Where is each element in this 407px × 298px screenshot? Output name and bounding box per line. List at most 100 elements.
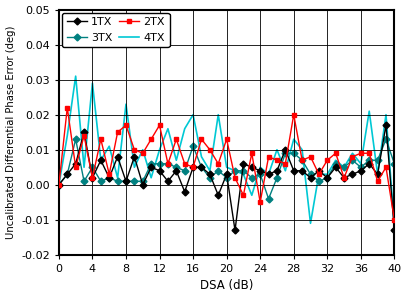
3TX	[325, 176, 330, 180]
1TX	[132, 155, 137, 159]
4TX	[90, 81, 95, 85]
3TX	[216, 169, 221, 173]
2TX	[124, 123, 129, 127]
1TX	[291, 169, 296, 173]
3TX	[107, 176, 112, 180]
2TX	[157, 123, 162, 127]
2TX	[350, 155, 355, 159]
3TX	[232, 169, 237, 173]
3TX	[124, 179, 129, 183]
2TX	[274, 159, 279, 162]
1TX	[82, 131, 87, 134]
4TX	[350, 151, 355, 155]
4TX	[216, 113, 221, 117]
2TX	[266, 155, 271, 159]
4TX	[266, 173, 271, 176]
3TX	[274, 176, 279, 180]
4TX	[82, 165, 87, 169]
1TX	[90, 176, 95, 180]
1TX	[249, 165, 254, 169]
1TX	[325, 176, 330, 180]
3TX	[283, 151, 288, 155]
3TX	[65, 173, 70, 176]
3TX	[115, 179, 120, 183]
1TX	[317, 169, 322, 173]
4TX	[274, 148, 279, 151]
4TX	[115, 176, 120, 180]
Legend: 1TX, 3TX, 2TX, 4TX: 1TX, 3TX, 2TX, 4TX	[62, 13, 170, 47]
2TX	[57, 183, 61, 187]
4TX	[124, 103, 129, 106]
2TX	[73, 165, 78, 169]
2TX	[224, 137, 229, 141]
2TX	[115, 131, 120, 134]
1TX	[274, 169, 279, 173]
X-axis label: DSA (dB): DSA (dB)	[200, 280, 253, 292]
3TX	[367, 159, 372, 162]
Line: 3TX: 3TX	[57, 137, 397, 201]
3TX	[82, 179, 87, 183]
4TX	[208, 169, 212, 173]
2TX	[325, 159, 330, 162]
1TX	[392, 229, 397, 232]
2TX	[383, 165, 388, 169]
3TX	[266, 197, 271, 201]
2TX	[258, 201, 263, 204]
4TX	[232, 169, 237, 173]
1TX	[232, 229, 237, 232]
1TX	[375, 173, 380, 176]
3TX	[149, 162, 153, 165]
3TX	[98, 179, 103, 183]
1TX	[258, 169, 263, 173]
2TX	[174, 137, 179, 141]
3TX	[341, 165, 346, 169]
2TX	[341, 176, 346, 180]
4TX	[73, 74, 78, 78]
4TX	[359, 162, 363, 165]
4TX	[249, 193, 254, 197]
1TX	[140, 183, 145, 187]
4TX	[341, 165, 346, 169]
4TX	[157, 148, 162, 151]
3TX	[208, 176, 212, 180]
1TX	[341, 176, 346, 180]
4TX	[383, 113, 388, 117]
3TX	[224, 176, 229, 180]
1TX	[333, 165, 338, 169]
4TX	[57, 183, 61, 187]
4TX	[325, 173, 330, 176]
2TX	[166, 162, 171, 165]
3TX	[132, 179, 137, 183]
2TX	[375, 179, 380, 183]
2TX	[241, 193, 246, 197]
1TX	[224, 173, 229, 176]
2TX	[300, 159, 304, 162]
Line: 4TX: 4TX	[59, 76, 394, 227]
1TX	[107, 176, 112, 180]
1TX	[283, 148, 288, 151]
2TX	[182, 162, 187, 165]
2TX	[98, 137, 103, 141]
1TX	[359, 169, 363, 173]
1TX	[73, 162, 78, 165]
2TX	[232, 176, 237, 180]
2TX	[291, 113, 296, 117]
4TX	[182, 127, 187, 131]
4TX	[224, 165, 229, 169]
2TX	[308, 155, 313, 159]
4TX	[367, 109, 372, 113]
2TX	[333, 151, 338, 155]
4TX	[132, 165, 137, 169]
2TX	[199, 137, 204, 141]
1TX	[300, 169, 304, 173]
3TX	[392, 162, 397, 165]
2TX	[367, 151, 372, 155]
4TX	[333, 159, 338, 162]
3TX	[359, 165, 363, 169]
3TX	[258, 173, 263, 176]
1TX	[115, 155, 120, 159]
3TX	[300, 159, 304, 162]
2TX	[317, 173, 322, 176]
3TX	[241, 169, 246, 173]
3TX	[383, 137, 388, 141]
